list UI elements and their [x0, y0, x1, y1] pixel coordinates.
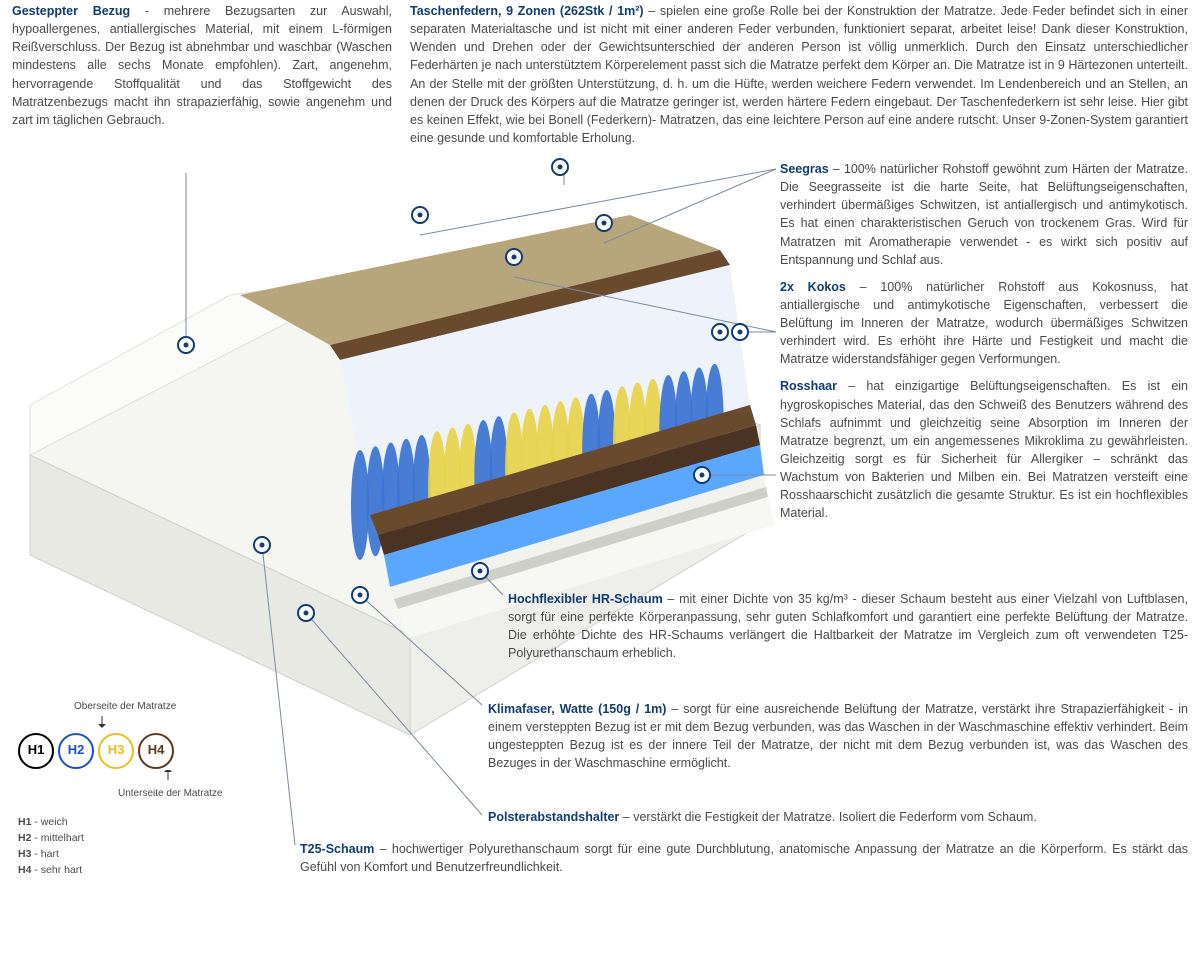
hardness-circle: H1	[18, 733, 54, 769]
springs-description: Taschenfedern, 9 Zonen (262Stk / 1m²) – …	[410, 2, 1188, 147]
right-annotations: Seegras – 100% natürlicher Rohstoff gewö…	[780, 160, 1188, 531]
hardness-key-row: H4 - sehr hart	[18, 863, 258, 879]
top-arrow-icon	[18, 716, 188, 728]
springs-title: Taschenfedern, 9 Zonen (262Stk / 1m²)	[410, 4, 644, 18]
callout-marker-icon	[596, 215, 612, 231]
callout-marker-icon	[694, 467, 710, 483]
hardness-legend: Oberseite der Matratze H1H2H3H4 Untersei…	[18, 700, 258, 878]
annotation-block: Klimafaser, Watte (150g / 1m) – sorgt fü…	[488, 700, 1188, 773]
cover-body: - mehrere Bezugsarten zur Auswahl, hypoa…	[12, 4, 392, 127]
annotation-block: T25-Schaum – hochwertiger Polyurethansch…	[300, 840, 1188, 876]
annotation-body: – hochwertiger Polyurethanschaum sorgt f…	[300, 842, 1188, 874]
bottom-arrow-icon	[18, 770, 188, 782]
springs-body: – spielen eine große Rolle bei der Konst…	[410, 4, 1188, 145]
hardness-key-row: H2 - mittelhart	[18, 831, 258, 847]
callout-marker-icon	[352, 587, 368, 603]
hardness-circle: H2	[58, 733, 94, 769]
callout-marker-icon	[712, 324, 728, 340]
rosshaar-body: – hat einzigartige Belüftungseigenschaft…	[780, 379, 1188, 520]
hardness-key-row: H3 - hart	[18, 847, 258, 863]
annotation-title: Hochflexibler HR-Schaum	[508, 592, 663, 606]
cover-description: Gesteppter Bezug - mehrere Bezugsarten z…	[12, 2, 392, 147]
hardness-circle: H4	[138, 733, 174, 769]
hardness-circle: H3	[98, 733, 134, 769]
kokos-block: 2x Kokos – 100% natürlicher Rohstoff aus…	[780, 278, 1188, 369]
annotation-body: – verstärkt die Festigkeit der Matratze.…	[619, 810, 1037, 824]
callout-marker-icon	[178, 337, 194, 353]
cover-title: Gesteppter Bezug	[12, 4, 130, 18]
callout-marker-icon	[412, 207, 428, 223]
callout-marker-icon	[254, 537, 270, 553]
annotation-block: Hochflexibler HR-Schaum – mit einer Dich…	[508, 590, 1188, 663]
callout-marker-icon	[552, 159, 568, 175]
callout-marker-icon	[732, 324, 748, 340]
seegras-body: – 100% natürlicher Rohstoff gewöhnt zum …	[780, 162, 1188, 267]
rosshaar-title: Rosshaar	[780, 379, 837, 393]
callout-marker-icon	[298, 605, 314, 621]
bottom-side-label: Unterseite der Matratze	[118, 787, 258, 802]
seegras-title: Seegras	[780, 162, 829, 176]
seegras-block: Seegras – 100% natürlicher Rohstoff gewö…	[780, 160, 1188, 269]
hardness-key-row: H1 - weich	[18, 815, 258, 831]
annotation-block: Polsterabstandshalter – verstärkt die Fe…	[488, 808, 1188, 826]
top-side-label: Oberseite der Matratze	[74, 700, 258, 715]
annotation-title: Klimafaser, Watte (150g / 1m)	[488, 702, 666, 716]
top-row: Gesteppter Bezug - mehrere Bezugsarten z…	[0, 0, 1200, 147]
callout-marker-icon	[472, 563, 488, 579]
annotation-title: Polsterabstandshalter	[488, 810, 619, 824]
callout-marker-icon	[506, 249, 522, 265]
kokos-title: 2x Kokos	[780, 280, 846, 294]
hardness-circles: H1H2H3H4	[18, 733, 258, 769]
annotation-title: T25-Schaum	[300, 842, 374, 856]
rosshaar-block: Rosshaar – hat einzigartige Belüftungsei…	[780, 377, 1188, 522]
hardness-key: H1 - weichH2 - mittelhartH3 - hartH4 - s…	[18, 815, 258, 878]
